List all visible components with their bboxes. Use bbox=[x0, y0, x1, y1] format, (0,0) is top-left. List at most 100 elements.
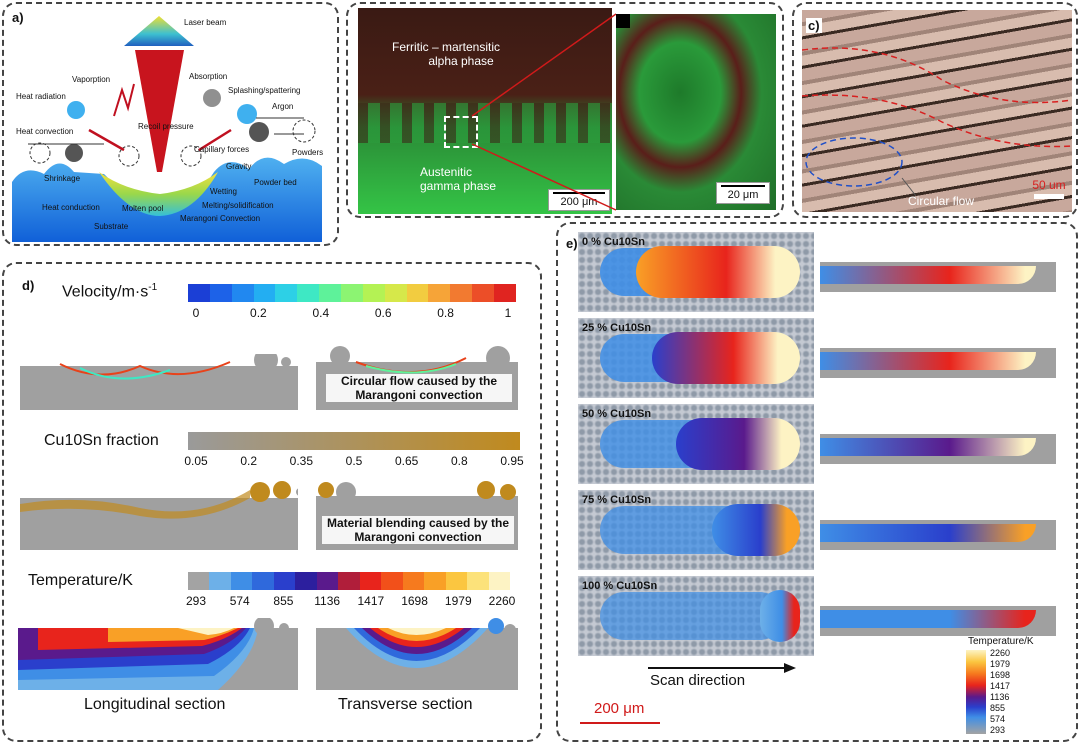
top-view-sim: 75 % Cu10Sn bbox=[578, 490, 814, 570]
melt-pool bbox=[636, 246, 800, 298]
colorbar-segment bbox=[273, 572, 296, 590]
tick-label: 2260 bbox=[488, 594, 516, 608]
colorbar-segment bbox=[445, 572, 468, 590]
legend-tick: 574 bbox=[990, 714, 1006, 724]
tick-label: 1136 bbox=[314, 594, 341, 608]
top-view-sim: 50 % Cu10Sn bbox=[578, 404, 814, 484]
colorbar-segment bbox=[316, 572, 339, 590]
melt-pool bbox=[760, 590, 800, 642]
colorbar-segment bbox=[467, 572, 489, 590]
velocity-colorbar bbox=[188, 284, 516, 302]
panel-a: a) bbox=[2, 2, 339, 246]
colorbar-segment bbox=[319, 284, 342, 302]
panel-b: b) Ferritic – martensitic alpha phase Au… bbox=[346, 2, 784, 218]
colorbar-segment bbox=[402, 572, 425, 590]
colorbar-segment bbox=[428, 284, 451, 302]
label-splashing: Splashing/spattering bbox=[228, 86, 301, 95]
phase-label-gamma-1: Austenitic bbox=[420, 165, 473, 179]
panel-c: Circular flow 50 um c) bbox=[792, 2, 1078, 218]
colorbar-segment bbox=[362, 284, 385, 302]
colorbar-segment bbox=[338, 572, 360, 590]
melt-pool bbox=[712, 504, 800, 556]
tick-label: 1 bbox=[504, 306, 512, 320]
label-heat-radiation: Heat radiation bbox=[16, 92, 66, 101]
ebsd-phase-map: Ferritic – martensitic alpha phase Auste… bbox=[358, 8, 612, 214]
tick-label: 0.65 bbox=[394, 454, 419, 468]
velocity-annotation: Circular flow caused by the Marangoni co… bbox=[326, 374, 512, 402]
zoom-lines bbox=[471, 13, 617, 211]
colorbar-segment bbox=[450, 284, 473, 302]
composition-label: 100 % Cu10Sn bbox=[582, 580, 658, 592]
scale-bar-200um: 200 μm bbox=[560, 196, 598, 208]
label-molten-pool: Molten pool bbox=[122, 204, 164, 213]
colorbar-segment bbox=[297, 284, 320, 302]
velocity-title: Velocity/m·s-1 bbox=[62, 282, 158, 301]
colorbar-segment bbox=[359, 572, 382, 590]
fraction-colorbar bbox=[188, 432, 520, 450]
tick-label: 0.2 bbox=[240, 454, 257, 468]
colorbar-segment bbox=[209, 572, 231, 590]
tick-label: 855 bbox=[273, 594, 294, 608]
fraction-title: Cu10Sn fraction bbox=[44, 432, 159, 449]
label-absorption: Absorption bbox=[189, 72, 228, 81]
circular-flow-label: Circular flow bbox=[908, 194, 975, 208]
label-laser-beam: Laser beam bbox=[184, 18, 227, 27]
fraction-longitudinal-sim bbox=[20, 480, 298, 550]
colorbar-segment bbox=[230, 572, 253, 590]
colorbar-segment bbox=[341, 284, 363, 302]
colorbar-segment bbox=[231, 284, 254, 302]
top-view-sim: 100 % Cu10Sn bbox=[578, 576, 814, 656]
colorbar-segment bbox=[381, 572, 403, 590]
side-view-sim bbox=[820, 262, 1056, 292]
laser-process-schematic bbox=[12, 16, 322, 242]
micrograph-circular-flow: Circular flow 50 um bbox=[802, 10, 1072, 212]
top-view-sim: 0 % Cu10Sn bbox=[578, 232, 814, 312]
legend-ticks: 2260 1979 1698 1417 1136 855 574 293 bbox=[990, 648, 1030, 738]
phase-label-alpha-2: alpha phase bbox=[428, 54, 494, 68]
colorbar-segment bbox=[188, 284, 210, 302]
tick-label: 1979 bbox=[444, 594, 472, 608]
panel-e: e) 0 % Cu10Sn 25 % Cu10Sn 50 % Cu10Sn 75 % … bbox=[556, 222, 1078, 742]
melt-pool bbox=[676, 418, 800, 470]
colorbar-segment bbox=[188, 572, 210, 590]
phase-label-gamma-2: gamma phase bbox=[420, 179, 497, 193]
tick-label: 1417 bbox=[357, 594, 385, 608]
panel-d: d) Velocity/m·s-1 0 0.2 0.4 0.6 0.8 1 Circula… bbox=[2, 262, 542, 742]
colorbar-segment bbox=[209, 284, 232, 302]
tick-label: 0.5 bbox=[345, 454, 363, 468]
label-substrate: Substrate bbox=[94, 222, 129, 231]
melt-pool bbox=[652, 332, 800, 384]
composition-label: 25 % Cu10Sn bbox=[582, 322, 652, 334]
label-vaporption: Vaporption bbox=[72, 75, 111, 84]
ebsd-zoom-map: 20 μm bbox=[616, 14, 776, 210]
temperature-ticks: 293 574 855 1136 1417 1698 1979 2260 bbox=[185, 594, 515, 610]
velocity-ticks: 0 0.2 0.4 0.6 0.8 1 bbox=[188, 306, 516, 322]
tick-label: 0.2 bbox=[250, 306, 267, 320]
tick-label: 0.05 bbox=[184, 454, 208, 468]
panel-d-label: d) bbox=[22, 278, 35, 293]
legend-tick: 1979 bbox=[990, 659, 1011, 669]
velocity-longitudinal-sim bbox=[20, 354, 298, 410]
colorbar-segment bbox=[406, 284, 429, 302]
temperature-transverse-sim bbox=[316, 618, 518, 690]
colorbar-segment bbox=[252, 572, 274, 590]
label-gravity: Gravity bbox=[226, 162, 252, 171]
tick-label: 293 bbox=[185, 594, 207, 608]
label-heat-convection: Heat convection bbox=[16, 127, 74, 136]
colorbar-segment bbox=[494, 284, 516, 302]
tick-label: 574 bbox=[229, 594, 250, 608]
label-capillary: Capillary forces bbox=[194, 145, 250, 154]
colorbar-segment bbox=[472, 284, 495, 302]
tick-label: 0.8 bbox=[437, 306, 454, 320]
colorbar-segment bbox=[488, 572, 511, 590]
scan-direction-label: Scan direction bbox=[650, 672, 746, 689]
zoom-box bbox=[444, 116, 478, 148]
label-powder-bed: Powder bed bbox=[254, 178, 297, 187]
colorbar-segment bbox=[253, 284, 276, 302]
cooled-track bbox=[600, 592, 784, 640]
scale-bar-200um-e: 200 μm bbox=[594, 700, 645, 717]
tick-label: 0.8 bbox=[450, 454, 468, 468]
legend-tick: 1698 bbox=[990, 670, 1011, 680]
panel-c-label: c) bbox=[806, 18, 822, 33]
label-shrinkage: Shrinkage bbox=[44, 174, 81, 183]
